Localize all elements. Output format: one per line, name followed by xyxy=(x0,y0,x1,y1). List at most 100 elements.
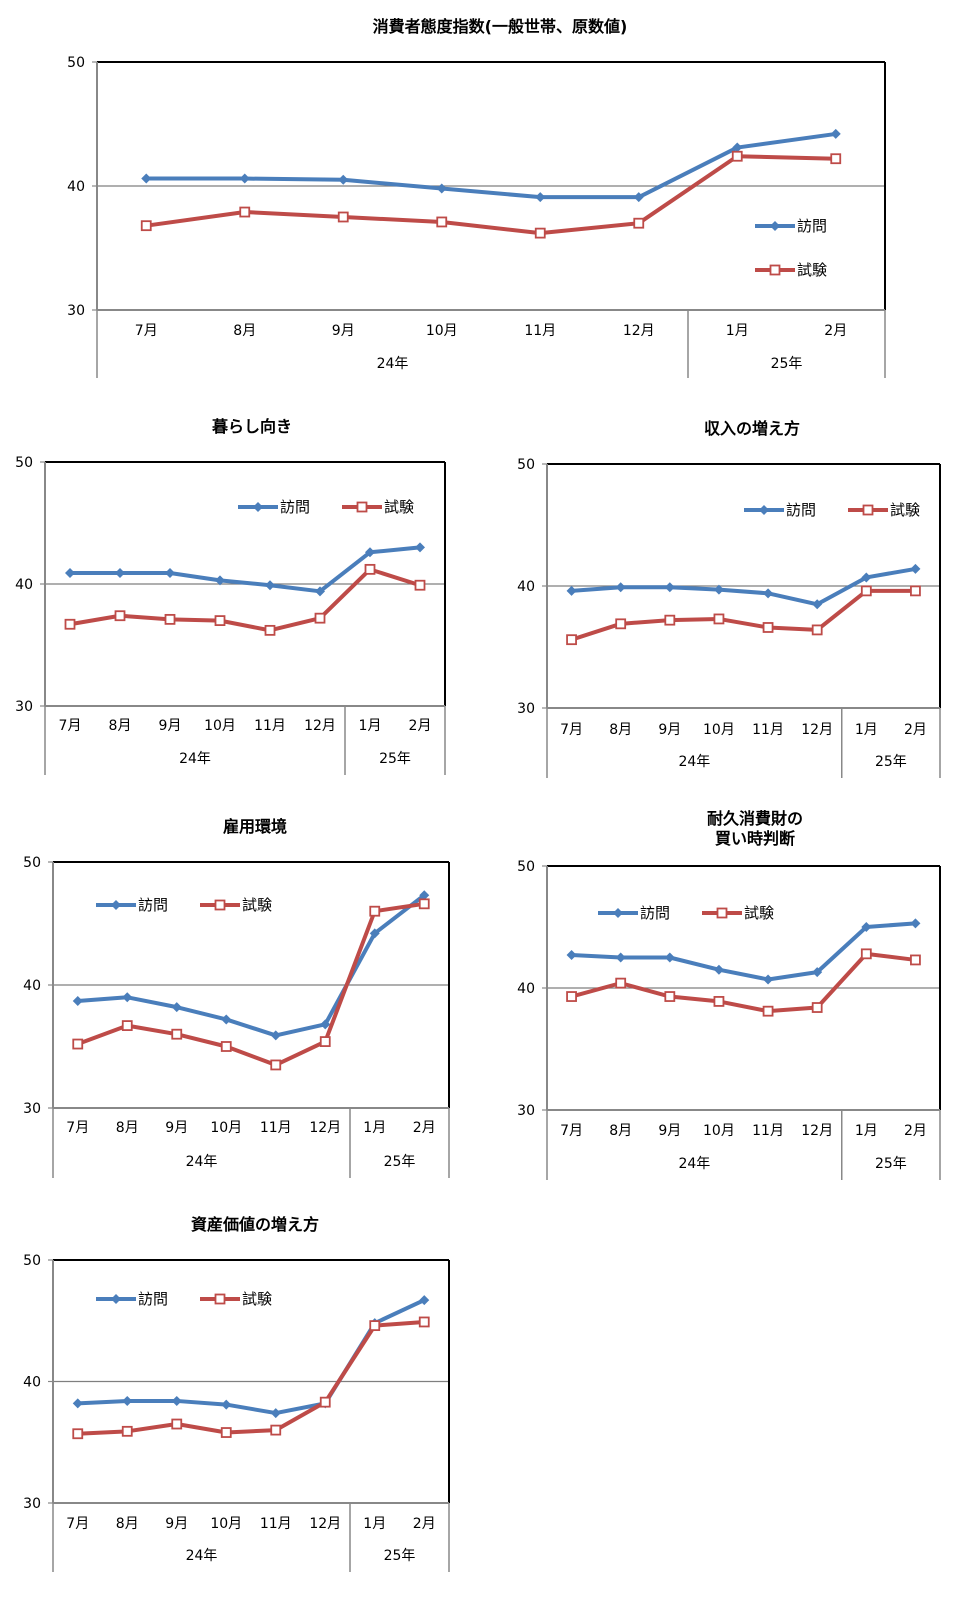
data-point-test xyxy=(72,1038,84,1050)
y-tick-label: 50 xyxy=(23,1253,41,1269)
data-point-test xyxy=(171,1418,183,1430)
data-point-test xyxy=(830,153,842,165)
legend-marker-visit xyxy=(253,502,263,512)
data-point-test xyxy=(910,954,921,966)
data-point-test xyxy=(171,1028,183,1040)
data-point-visit xyxy=(320,1019,331,1030)
x-group-label: 24年 xyxy=(179,751,211,767)
data-point-test xyxy=(664,614,676,626)
legend-marker-test xyxy=(356,501,368,513)
x-tick-label: 8月 xyxy=(609,1123,632,1139)
data-point-visit xyxy=(664,582,675,593)
y-tick-label: 30 xyxy=(23,1101,41,1117)
chart-title: 買い時判断 xyxy=(715,829,795,848)
chart-6: 資産価値の増え方 30 40 50 7月 8月 9月 10月 11月 12月 1月 2月 24年 25年 訪… xyxy=(23,1215,450,1572)
x-tick-label: 7月 xyxy=(66,1516,89,1532)
data-point-visit xyxy=(315,586,325,597)
legend-label-visit: 訪問 xyxy=(138,896,168,914)
data-point-visit xyxy=(115,568,125,579)
data-point-visit xyxy=(165,568,175,579)
data-point-test xyxy=(314,612,326,624)
y-tick-label: 40 xyxy=(23,1375,41,1391)
legend-label-visit: 訪問 xyxy=(280,498,310,516)
data-point-test xyxy=(121,1425,133,1437)
y-tick-label: 50 xyxy=(517,859,535,875)
data-point-test xyxy=(566,634,577,646)
data-point-visit xyxy=(732,142,743,153)
x-tick-label: 2月 xyxy=(409,718,432,734)
data-point-test xyxy=(364,563,376,575)
data-point-test xyxy=(762,1005,774,1017)
legend-label-test: 試験 xyxy=(242,1290,272,1308)
x-tick-label: 8月 xyxy=(116,1120,139,1136)
data-point-visit xyxy=(713,584,724,595)
x-group-label: 24年 xyxy=(377,356,409,372)
legend-label-visit: 訪問 xyxy=(786,501,816,519)
data-point-test xyxy=(811,1002,823,1013)
data-point-visit xyxy=(763,974,774,985)
data-point-test xyxy=(337,211,349,223)
data-point-visit xyxy=(338,174,349,185)
legend-marker-test xyxy=(862,504,874,516)
data-point-test xyxy=(910,585,921,597)
legend-label-visit: 訪問 xyxy=(640,904,670,922)
data-point-visit xyxy=(122,992,133,1003)
data-point-visit xyxy=(861,922,872,932)
chart-title: 消費者態度指数(一般世帯、原数値) xyxy=(373,17,628,36)
x-tick-label: 12月 xyxy=(623,323,655,339)
data-point-test xyxy=(615,977,627,989)
data-point-test xyxy=(713,996,725,1007)
data-point-visit xyxy=(419,890,430,901)
chart-1: 消費者態度指数(一般世帯、原数値) 30 40 50 7月 8月 9月 10月 11月 12月 1月… xyxy=(67,17,886,378)
data-point-visit xyxy=(141,173,152,184)
data-point-visit xyxy=(615,582,626,593)
legend-marker-visit xyxy=(111,1294,121,1304)
x-tick-label: 1月 xyxy=(855,1123,878,1139)
x-tick-label: 9月 xyxy=(159,718,182,734)
data-point-visit xyxy=(830,128,841,139)
data-point-visit xyxy=(270,1408,281,1419)
data-point-test xyxy=(164,613,176,625)
series-line-visit xyxy=(70,545,421,594)
data-point-test xyxy=(615,618,627,630)
x-tick-label: 8月 xyxy=(233,323,256,339)
x-tick-label: 7月 xyxy=(66,1120,89,1136)
data-point-visit xyxy=(65,568,75,579)
data-point-test xyxy=(762,622,774,633)
x-tick-label: 9月 xyxy=(332,323,355,339)
data-point-visit xyxy=(215,575,225,586)
chart-4: 雇用環境 30 40 50 7月 8月 9月 10月 11月 12月 1月 2月 24年 25年 訪問 試験 xyxy=(23,817,450,1178)
data-point-test xyxy=(270,1424,282,1436)
data-point-test xyxy=(566,991,577,1002)
data-point-test xyxy=(319,1036,331,1047)
data-point-visit xyxy=(763,588,774,599)
data-point-visit xyxy=(910,918,921,929)
x-tick-label: 10月 xyxy=(210,1120,242,1136)
series-line-visit xyxy=(146,131,837,200)
x-tick-label: 7月 xyxy=(135,323,158,339)
data-point-visit xyxy=(566,585,577,596)
data-point-test xyxy=(534,227,546,239)
x-tick-label: 9月 xyxy=(165,1120,188,1136)
x-tick-label: 12月 xyxy=(801,722,833,738)
x-tick-label: 11月 xyxy=(260,1120,292,1136)
x-tick-label: 9月 xyxy=(658,1123,681,1139)
x-tick-label: 9月 xyxy=(658,722,681,738)
data-point-test xyxy=(270,1059,282,1071)
data-point-test xyxy=(860,948,872,960)
series-line-visit xyxy=(77,893,426,1038)
legend-label-test: 試験 xyxy=(797,261,827,279)
y-tick-label: 30 xyxy=(517,701,535,717)
legend-marker-visit xyxy=(759,505,769,515)
chart-title: 雇用環境 xyxy=(223,817,287,836)
x-group-label: 24年 xyxy=(678,1156,710,1172)
x-group-label: 25年 xyxy=(875,754,907,770)
data-point-test xyxy=(319,1396,331,1408)
legend-marker-test xyxy=(716,907,728,919)
x-tick-label: 2月 xyxy=(413,1120,436,1136)
x-tick-label: 12月 xyxy=(309,1516,341,1532)
y-tick-label: 50 xyxy=(23,855,41,871)
y-tick-label: 40 xyxy=(23,978,41,994)
legend-label-visit: 訪問 xyxy=(138,1290,168,1308)
